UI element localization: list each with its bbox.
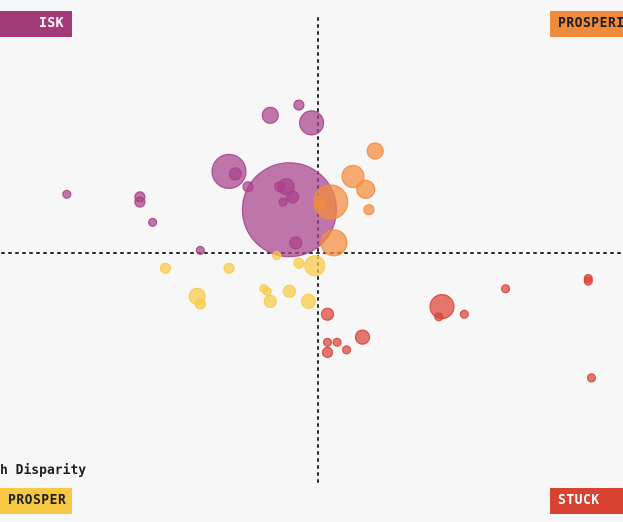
bubble-orange[interactable]	[313, 184, 349, 220]
bubble-magenta[interactable]	[242, 181, 254, 193]
series-red	[320, 273, 597, 383]
bubble-yellow[interactable]	[159, 262, 171, 274]
bubble-magenta[interactable]	[195, 245, 205, 255]
bubble-yellow[interactable]	[282, 284, 296, 298]
bubble-magenta[interactable]	[261, 106, 279, 124]
series-yellow	[159, 251, 326, 310]
bubble-red[interactable]	[434, 312, 444, 322]
bubble-yellow[interactable]	[293, 257, 305, 269]
series-magenta	[62, 99, 337, 258]
bubble-magenta[interactable]	[228, 167, 242, 181]
bubble-orange[interactable]	[356, 179, 376, 199]
series-orange	[313, 142, 384, 257]
bubble-orange[interactable]	[341, 164, 365, 189]
bubble-magenta[interactable]	[289, 236, 303, 250]
bubble-yellow[interactable]	[194, 298, 206, 310]
bubble-yellow[interactable]	[300, 293, 317, 309]
bubble-magenta[interactable]	[286, 190, 300, 204]
bubble-orange[interactable]	[366, 142, 384, 160]
bubble-red[interactable]	[322, 337, 333, 347]
bubble-red[interactable]	[320, 307, 335, 321]
bubble-red[interactable]	[354, 329, 371, 345]
bubble-red[interactable]	[321, 346, 334, 358]
axis-label: h Disparity	[0, 463, 87, 478]
bubble-red[interactable]	[501, 284, 511, 294]
bubble-orange[interactable]	[363, 204, 375, 216]
bubble-red[interactable]	[583, 276, 593, 286]
bubble-magenta[interactable]	[134, 196, 146, 208]
bubble-magenta[interactable]	[274, 181, 286, 193]
bubble-magenta[interactable]	[62, 189, 72, 199]
bubble-yellow[interactable]	[272, 251, 282, 261]
bubble-orange[interactable]	[315, 199, 327, 211]
bubble-red[interactable]	[342, 345, 352, 355]
bubble-yellow[interactable]	[304, 255, 326, 277]
bubble-magenta[interactable]	[148, 217, 158, 227]
quadrant-label-bottom-right: STUCK	[550, 488, 623, 514]
bubble-red[interactable]	[332, 337, 342, 347]
quadrant-label-top-right: PROSPERI	[550, 11, 623, 37]
bubble-magenta[interactable]	[278, 197, 288, 207]
quadrant-label-bottom-left: PROSPER	[0, 488, 72, 514]
quadrant-label-top-left: ISK	[0, 11, 72, 37]
bubble-red[interactable]	[586, 373, 597, 383]
bubble-magenta[interactable]	[293, 99, 305, 111]
bubble-magenta[interactable]	[299, 110, 325, 136]
bubble-red[interactable]	[459, 309, 469, 319]
bubble-yellow[interactable]	[262, 286, 272, 296]
bubble-orange[interactable]	[320, 229, 348, 257]
bubble-yellow[interactable]	[223, 262, 235, 274]
bubble-yellow[interactable]	[263, 294, 277, 308]
bubble-layer	[62, 99, 597, 383]
